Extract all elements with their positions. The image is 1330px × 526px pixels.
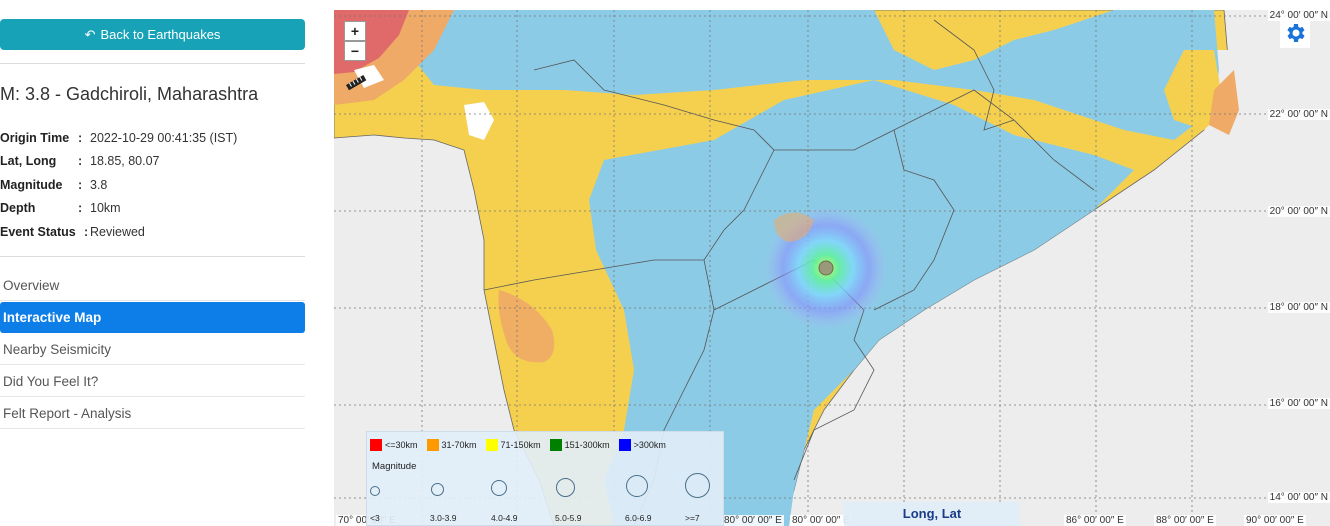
depth-value: 10km — [90, 201, 121, 215]
magnitude-label: 3.0-3.9 — [430, 513, 457, 523]
magnitude-circle — [491, 480, 507, 496]
lat-label: 20° 00′ 00″ N — [1267, 206, 1330, 217]
magnitude-label: 4.0-4.9 — [491, 513, 518, 523]
event-status-row: Event Status : Reviewed — [0, 225, 145, 239]
event-status-key: Event Status — [0, 225, 76, 239]
nav-overview[interactable]: Overview — [0, 270, 305, 301]
depth-legend-item: 71-150km — [485, 439, 541, 451]
origin-time-key: Origin Time — [0, 131, 70, 145]
state-border — [533, 59, 775, 526]
lon-label: 88° 00′ 00″ E — [1154, 515, 1216, 526]
coordinate-readout: Long, Lat — [844, 502, 1020, 526]
depth-row: Depth : 10km — [0, 201, 121, 215]
lat-long-key: Lat, Long — [0, 154, 57, 168]
back-button-label: Back to Earthquakes — [100, 27, 221, 42]
lat-label: 24° 00′ 00″ N — [1267, 10, 1330, 21]
depth-swatch — [485, 439, 498, 451]
depth-legend: <=30km 31-70km 71-150km 151-300km >300km — [370, 439, 675, 451]
origin-time-value: 2022-10-29 00:41:35 (IST) — [90, 131, 238, 145]
blue-zone-north — [404, 10, 1219, 140]
magnitude-circle — [431, 483, 444, 496]
orange-zone-epicenter — [774, 212, 814, 242]
state-border — [933, 19, 1015, 131]
settings-button[interactable] — [1280, 18, 1310, 48]
divider — [0, 256, 305, 257]
earthquake-title: M: 3.8 - Gadchiroli, Maharashtra — [0, 84, 259, 104]
lon-label: 80° 00′ 00″ E — [722, 515, 784, 526]
gear-icon — [1287, 24, 1305, 42]
depth-swatch — [618, 439, 631, 451]
interactive-map[interactable]: + − 24° 00′ 00″ N 22° 00′ 00″ N 20° 00′ … — [334, 10, 1330, 526]
lat-long-row: Lat, Long : 18.85, 80.07 — [0, 154, 160, 168]
nav-felt-report-analysis[interactable]: Felt Report - Analysis — [0, 398, 305, 429]
lon-label: 86° 00′ 00″ E — [1064, 515, 1126, 526]
lat-label: 22° 00′ 00″ N — [1267, 109, 1330, 120]
magnitude-circle — [626, 475, 648, 497]
nav-interactive-map[interactable]: Interactive Map — [0, 302, 305, 333]
magnitude-row: Magnitude : 3.8 — [0, 178, 108, 192]
depth-swatch — [549, 439, 562, 451]
origin-time-row: Origin Time : 2022-10-29 00:41:35 (IST) — [0, 131, 238, 145]
zoom-out-button[interactable]: − — [344, 41, 366, 61]
magnitude-label: >=7 — [685, 513, 700, 523]
lon-label: 80° 00′ 00″ E — [790, 515, 852, 526]
depth-key: Depth — [0, 201, 36, 215]
back-to-earthquakes-button[interactable]: ↶ Back to Earthquakes — [0, 19, 305, 50]
yellow-zone-east — [1164, 50, 1224, 130]
lon-label: 90° 00′ 00″ E — [1244, 515, 1306, 526]
orange-zone-northeast — [1209, 70, 1239, 135]
ruler-icon[interactable] — [346, 75, 367, 91]
epicenter-marker[interactable] — [818, 260, 834, 276]
depth-legend-item: <=30km — [370, 439, 418, 451]
lat-long-value: 18.85, 80.07 — [90, 154, 160, 168]
magnitude-legend-title: Magnitude — [372, 461, 417, 472]
depth-swatch — [426, 439, 439, 451]
nav-nearby-seismicity[interactable]: Nearby Seismicity — [0, 334, 305, 365]
orange-zone-west — [498, 290, 555, 363]
back-arrow-icon: ↶ — [84, 26, 96, 42]
nav-did-you-feel-it[interactable]: Did You Feel It? — [0, 366, 305, 397]
magnitude-circle — [556, 478, 575, 497]
magnitude-value: 3.8 — [90, 178, 108, 192]
depth-legend-item: 31-70km — [426, 439, 477, 451]
depth-swatch — [370, 439, 382, 451]
divider — [0, 63, 305, 64]
lat-label: 14° 00′ 00″ N — [1267, 492, 1330, 503]
state-border — [483, 259, 704, 291]
magnitude-circle — [685, 473, 710, 498]
depth-legend-item: >300km — [618, 439, 666, 451]
map-legend: <=30km 31-70km 71-150km 151-300km >300km… — [366, 431, 724, 526]
magnitude-label: <3 — [370, 513, 380, 523]
sidebar: ↶ Back to Earthquakes M: 3.8 - Gadchirol… — [0, 0, 320, 526]
zoom-in-button[interactable]: + — [344, 21, 366, 41]
magnitude-key: Magnitude — [0, 178, 63, 192]
magnitude-label: 5.0-5.9 — [555, 513, 582, 523]
magnitude-label: 6.0-6.9 — [625, 513, 652, 523]
depth-legend-item: 151-300km — [549, 439, 610, 451]
state-border — [774, 89, 1095, 191]
lat-label: 18° 00′ 00″ N — [1267, 302, 1330, 313]
lat-label: 16° 00′ 00″ N — [1267, 398, 1330, 409]
gulf-khambhat — [464, 102, 494, 140]
magnitude-circle — [370, 486, 380, 496]
event-status-value: Reviewed — [90, 225, 145, 239]
